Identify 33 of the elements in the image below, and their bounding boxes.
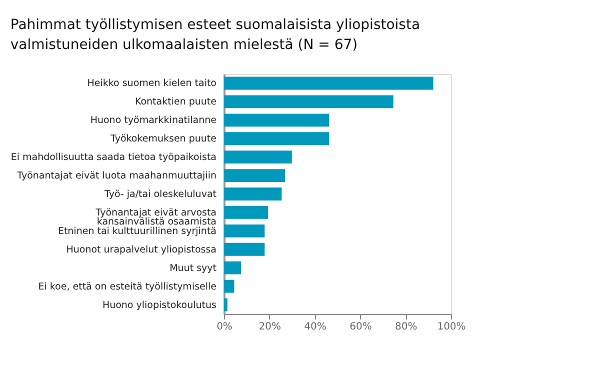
bar (224, 224, 265, 238)
bar (224, 76, 434, 90)
chart-title: Pahimmat työllistymisen esteet suomalaisista yliopistoista valmistuneiden ulkomaalaisten mielestä (N = 67) (10, 17, 420, 53)
y-tick-label: Työnantajat eivät arvosta kansainvälistä osaamista (94, 207, 216, 228)
bar (224, 95, 394, 108)
bar (224, 261, 242, 274)
bar (224, 242, 265, 256)
x-tick-label: 0% (216, 322, 232, 332)
y-tick-label: Muut syyt (170, 262, 217, 274)
bar (224, 132, 330, 146)
y-tick-label: Työnantajat eivät luota maahanmuuttajiin (16, 170, 216, 182)
y-tick-label: Ei koe, että on esteitä työllistymiselle (38, 281, 217, 292)
y-tick-label: Heikko suomen kielen taito (87, 78, 217, 90)
bar (224, 298, 228, 312)
y-tick-label: Etninen tai kulttuurillinen syrjintä (58, 226, 216, 237)
bar (224, 206, 268, 219)
bar (224, 188, 282, 200)
y-tick-label: Huono yliopistokoulutus (102, 300, 217, 311)
x-tick-label: 80% (394, 322, 418, 332)
y-tick-label: Kontaktien puute (134, 96, 217, 108)
x-tick-label: 60% (350, 322, 372, 332)
y-tick-label: Työ- ja/tai oleskeluluvat (104, 189, 217, 200)
bar (224, 150, 292, 164)
y-tick-label: Huono työmarkkinatilanne (90, 115, 217, 126)
bar (224, 114, 330, 127)
y-tick-label: Ei mahdollisuutta saada tietoa työpaikoista (10, 152, 216, 164)
bar (224, 280, 234, 293)
x-tick-label: 100% (437, 322, 466, 332)
x-tick-label: 20% (258, 322, 282, 332)
y-tick-label: Työkokemuksen puute (110, 134, 217, 145)
bar (224, 169, 286, 182)
y-tick-label: Huonot urapalvelut yliopistossa (66, 244, 216, 256)
x-tick-label: 40% (304, 322, 326, 332)
